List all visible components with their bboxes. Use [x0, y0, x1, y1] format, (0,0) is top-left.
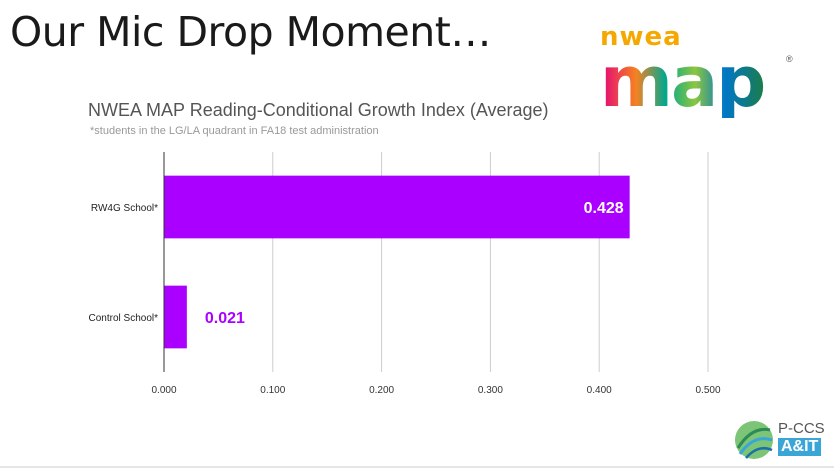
nwea-map-logo: nwea map ®	[600, 22, 800, 126]
x-tick-label: 0.200	[369, 385, 394, 396]
pccs-ait-logo: P-CCS A&IT	[732, 418, 830, 462]
map-logo-text: map	[600, 41, 766, 123]
bar	[164, 175, 630, 239]
chart-title: NWEA MAP Reading-Conditional Growth Inde…	[88, 100, 549, 120]
bar	[164, 285, 187, 349]
registered-mark: ®	[786, 54, 793, 64]
pccs-logo-line2: A&IT	[778, 438, 822, 456]
x-tick-label: 0.000	[151, 385, 176, 396]
nwea-logo-text: nwea	[600, 22, 682, 52]
chart-subtitle: *students in the LG/LA quadrant in FA18 …	[90, 125, 379, 137]
slide-title: Our Mic Drop Moment…	[10, 8, 491, 56]
pccs-leaf-icon	[735, 421, 773, 459]
x-tick-label: 0.100	[260, 385, 285, 396]
y-category-label: Control School*	[89, 313, 159, 324]
bar-value-label: 0.021	[205, 310, 245, 327]
x-tick-label: 0.300	[478, 385, 503, 396]
pccs-logo-line1: P-CCS	[778, 420, 825, 437]
bar-value-label: 0.428	[584, 200, 624, 217]
x-tick-label: 0.400	[587, 385, 612, 396]
x-tick-label: 0.500	[695, 385, 720, 396]
y-category-label: RW4G School*	[91, 203, 158, 214]
bottom-divider	[0, 466, 834, 468]
